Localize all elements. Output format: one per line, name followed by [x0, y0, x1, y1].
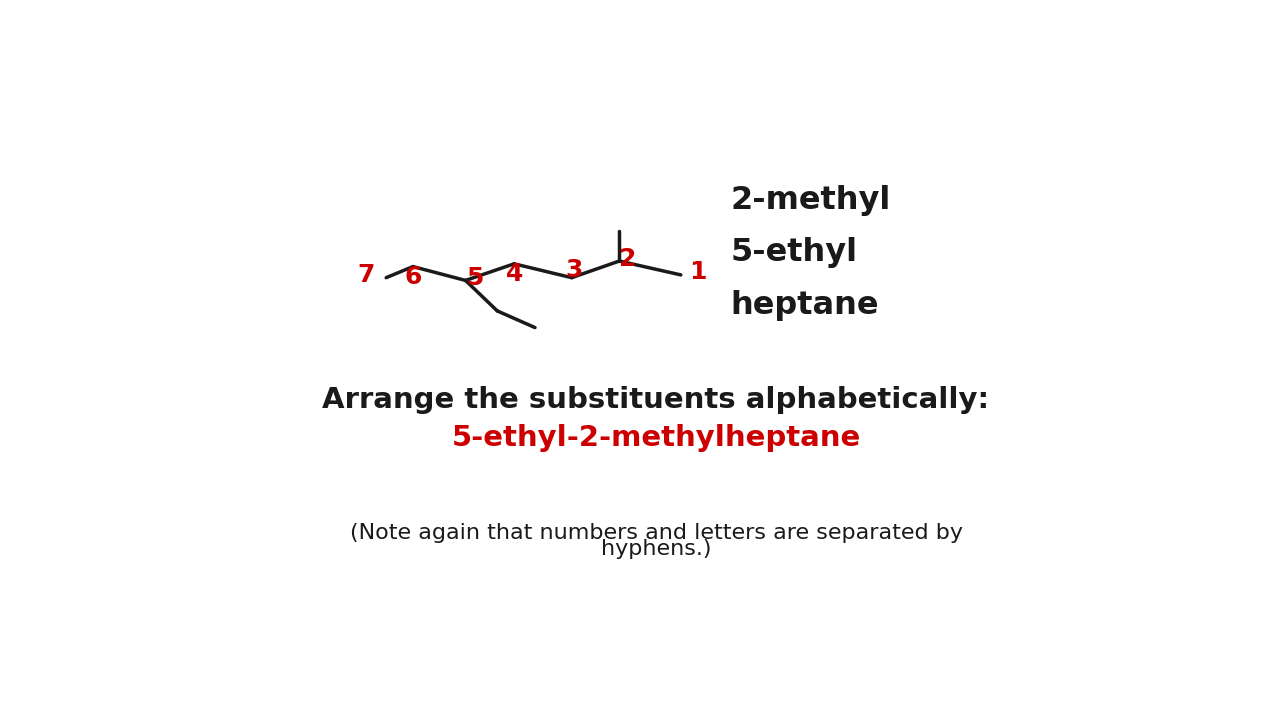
Text: 5-ethyl-2-methylheptane: 5-ethyl-2-methylheptane [452, 425, 860, 452]
Text: 7: 7 [357, 264, 375, 287]
Text: heptane: heptane [731, 290, 879, 321]
Text: 3: 3 [564, 258, 582, 282]
Text: 5-ethyl: 5-ethyl [731, 237, 858, 269]
Text: 6: 6 [404, 265, 421, 289]
Text: 5: 5 [466, 266, 483, 290]
Text: 2-methyl: 2-methyl [731, 184, 891, 215]
Text: (Note again that numbers and letters are separated by: (Note again that numbers and letters are… [349, 523, 963, 543]
Text: Arrange the substituents alphabetically:: Arrange the substituents alphabetically: [323, 386, 989, 413]
Text: 1: 1 [689, 260, 707, 284]
Text: 2: 2 [618, 248, 636, 271]
Text: hyphens.): hyphens.) [600, 539, 712, 559]
Text: 4: 4 [506, 262, 522, 287]
